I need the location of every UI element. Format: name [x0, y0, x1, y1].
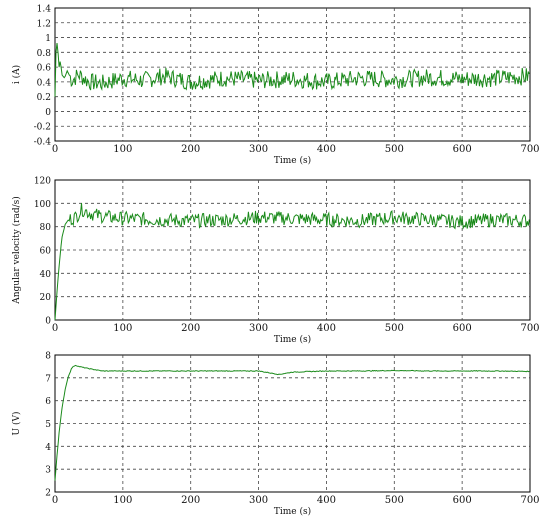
x-tick-label: 600 [453, 495, 472, 506]
series-line [54, 364, 530, 481]
y-tick-label: 3 [45, 466, 51, 476]
y-tick-label: 20 [40, 293, 52, 303]
chart-2: 0 100 200 300 400 500 600 700 0 20 40 60 80 100 120 Tim… [11, 177, 540, 346]
x-tick-label: 0 [52, 144, 58, 155]
x-tick-label: 500 [385, 495, 404, 506]
y-tick-label: -0.2 [34, 123, 51, 133]
x-tick-label: 500 [385, 144, 404, 155]
x-tick-label: 300 [249, 495, 268, 506]
y-tick-label: 0.4 [37, 78, 52, 88]
x-tick-label: 600 [453, 323, 472, 334]
y-tick-label: 100 [34, 200, 51, 210]
x-tick-label: 0 [52, 323, 58, 334]
x-tick-label: 600 [453, 144, 472, 155]
x-tick-label: 700 [520, 323, 539, 334]
y-tick-label: 6 [45, 397, 51, 407]
x-tick-label: 400 [317, 323, 336, 334]
y-tick-label: 1.2 [37, 19, 51, 29]
chart-3: 0 100 200 300 400 500 600 700 2 3 4 5 6 7 8 Time (s) U (… [11, 352, 540, 518]
y-tick-label: 80 [40, 223, 52, 233]
series-line [54, 202, 530, 321]
y-tick-label: 4 [45, 443, 51, 453]
y-tick-label: 60 [40, 247, 52, 257]
y-tick-label: 2 [45, 489, 51, 499]
y-tick-label: 7 [45, 374, 51, 384]
x-axis-label: Time (s) [274, 334, 311, 345]
x-tick-label: 200 [181, 144, 200, 155]
y-tick-label: 0.8 [37, 49, 52, 59]
x-tick-label: 300 [249, 144, 268, 155]
x-tick-label: 700 [520, 495, 539, 506]
y-tick-label: -0.4 [34, 138, 52, 148]
x-tick-label: 700 [520, 144, 539, 155]
y-tick-label: 120 [34, 177, 51, 187]
y-tick-label: 1 [45, 34, 51, 44]
x-tick-label: 100 [113, 144, 132, 155]
x-tick-label: 100 [113, 323, 132, 334]
x-tick-label: 0 [52, 495, 58, 506]
x-axis-label: Time (s) [274, 155, 311, 166]
series-line [54, 43, 530, 97]
x-axis-label: Time (s) [274, 506, 311, 517]
chart-1: 0 100 200 300 400 500 600 700 -0.4 -0.2 0 0.2 0.4 0.6… [11, 5, 540, 167]
y-tick-label: 1.4 [37, 5, 52, 15]
x-tick-label: 400 [317, 495, 336, 506]
y-tick-label: 8 [45, 352, 51, 362]
x-tick-label: 200 [181, 323, 200, 334]
y-tick-label: 0 [45, 108, 51, 118]
x-tick-label: 400 [317, 144, 336, 155]
x-tick-label: 100 [113, 495, 132, 506]
x-tick-label: 500 [385, 323, 404, 334]
y-tick-label: 5 [45, 420, 51, 430]
y-axis-label: Angular velocity (rad/s) [11, 196, 22, 305]
y-tick-label: 0.2 [37, 93, 51, 103]
y-axis-label: i (A) [11, 65, 22, 84]
y-tick-label: 0 [45, 317, 51, 327]
x-tick-label: 300 [249, 323, 268, 334]
y-tick-label: 0.6 [37, 64, 52, 74]
y-axis-label: U (V) [11, 412, 22, 436]
y-tick-label: 40 [40, 270, 52, 280]
x-tick-label: 200 [181, 495, 200, 506]
